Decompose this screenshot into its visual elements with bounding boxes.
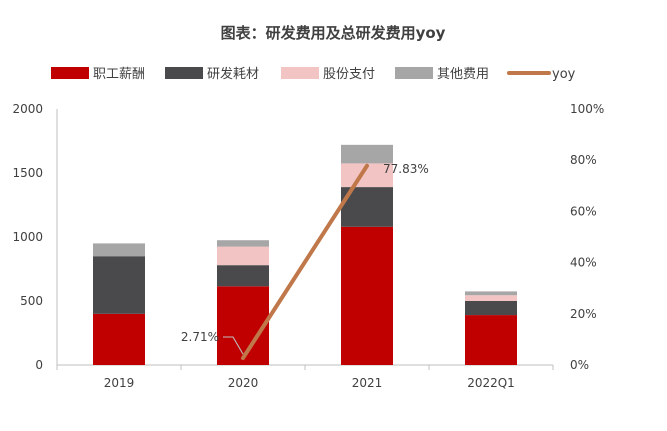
x-tick-label: 2021 (352, 376, 383, 390)
bar-segment-3-2020 (217, 246, 269, 266)
bar-segment-2-2020 (217, 265, 269, 287)
y-right-tick-label: 60% (570, 204, 597, 218)
bar-segment-2-2022q1 (465, 301, 517, 316)
y-left-tick-label: 2000 (12, 102, 43, 116)
bars (93, 144, 517, 365)
data-labels: 2.71% 77.83% (181, 162, 429, 355)
bar-segment-1-2021 (341, 226, 393, 365)
bar-segment-4-2020 (217, 240, 269, 247)
legend-label-2: 研发耗材 (207, 66, 259, 82)
y-left-tick-label: 500 (20, 294, 43, 308)
bar-segment-3-2022q1 (465, 295, 517, 301)
bar-segment-4-2022q1 (465, 291, 517, 296)
y-right-tick-label: 100% (570, 102, 604, 116)
data-label-yoy-2020: 2.71% (181, 330, 219, 344)
legend-label-1: 职工薪酬 (93, 67, 145, 82)
legend-swatch-1 (51, 67, 89, 79)
yoy-line-layer (241, 163, 369, 361)
legend-swatch-3 (281, 67, 319, 79)
legend-swatch-4 (395, 67, 433, 79)
y-right-tick-label: 20% (570, 307, 597, 321)
legend-label-3: 股份支付 (323, 67, 375, 82)
bar-segment-2-2019 (93, 256, 145, 314)
yoy-line (241, 163, 369, 361)
axes: 0 500 1000 1500 2000 0% 20% 40% 60% 80% 100% 2019 20… (12, 102, 604, 390)
x-tick-label: 2020 (228, 376, 259, 390)
bar-segment-3-2021 (341, 163, 393, 188)
legend-swatch-2 (165, 67, 203, 79)
bar-segment-1-2019 (93, 313, 145, 365)
chart-title: 图表：研发费用及总研发费用yoy (221, 24, 446, 42)
legend: 职工薪酬 研发耗材 股份支付 其他费用 yoy (51, 66, 576, 82)
x-tick-label: 2022Q1 (467, 376, 515, 390)
y-right-tick-label: 80% (570, 153, 597, 167)
bar-segment-4-2021 (341, 144, 393, 164)
y-left-tick-label: 0 (35, 358, 43, 372)
bar-segment-1-2022q1 (465, 315, 517, 365)
legend-label-4: 其他费用 (437, 67, 489, 82)
bar-segment-1-2020 (217, 286, 269, 365)
annotation-leader-line (223, 336, 244, 355)
y-left-tick-label: 1500 (12, 166, 43, 180)
y-left-tick-label: 1000 (12, 230, 43, 244)
x-tick-label: 2019 (104, 376, 135, 390)
y-right-tick-label: 0% (570, 358, 589, 372)
data-label-yoy-2021: 77.83% (383, 162, 429, 176)
legend-label-yoy: yoy (552, 67, 576, 82)
y-right-tick-label: 40% (570, 256, 597, 270)
bar-segment-4-2019 (93, 243, 145, 257)
